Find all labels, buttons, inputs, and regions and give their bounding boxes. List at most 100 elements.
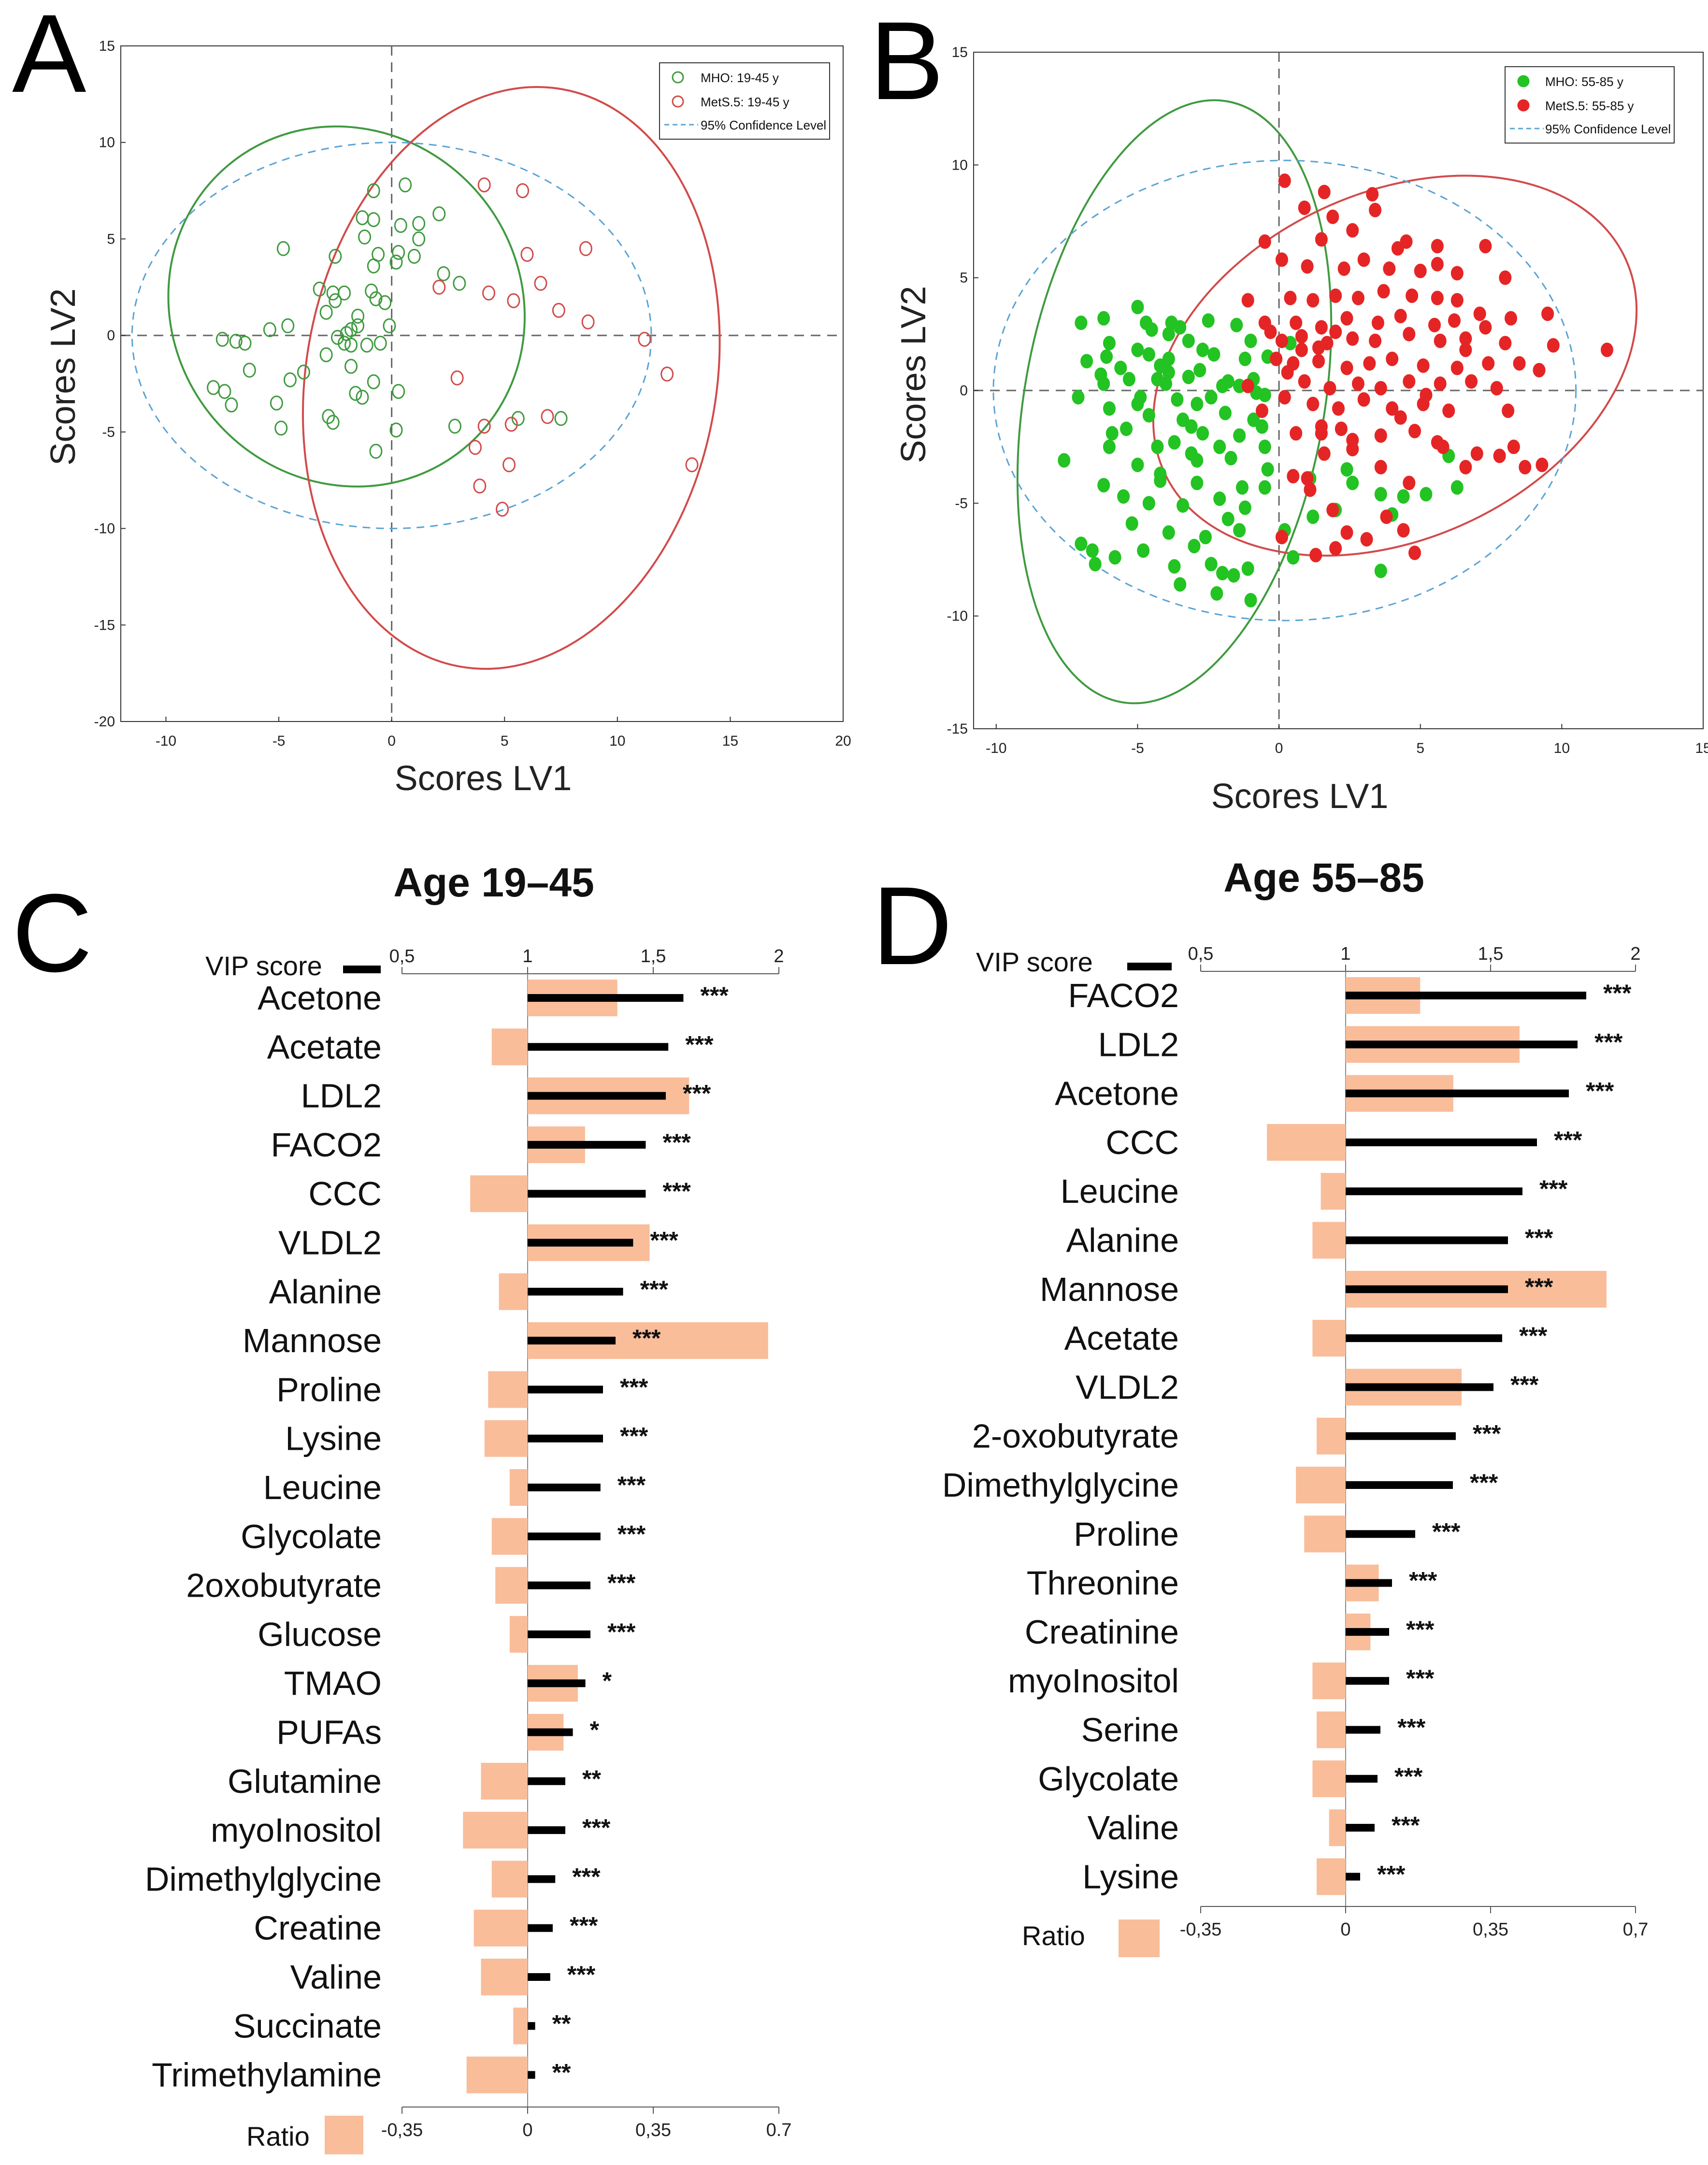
data-point — [1301, 471, 1314, 486]
significance-label: *** — [567, 1961, 596, 1988]
data-point — [1122, 372, 1135, 387]
data-point — [1258, 480, 1271, 495]
data-point — [1357, 252, 1370, 267]
panel-label-b: B — [870, 0, 944, 123]
legend-a: MHO: 19-45 y MetS.5: 19-45 y 95% Confide… — [659, 62, 830, 140]
data-point — [1224, 451, 1237, 465]
metabolite-label: myoInositol — [1008, 1662, 1179, 1700]
data-point — [338, 285, 351, 301]
metabolite-label: FACO2 — [271, 1126, 382, 1164]
scores-plot-b: -10 -5 0 5 10 15 -15 -10 -5 0 5 10 15 Scores LV1 Sco… — [894, 44, 1708, 816]
data-point — [215, 332, 229, 347]
data-point — [1309, 548, 1322, 563]
data-point — [1258, 388, 1271, 403]
data-point — [319, 347, 333, 362]
data-point — [365, 283, 378, 299]
data-point — [344, 359, 358, 374]
data-point — [534, 275, 547, 291]
data-point — [331, 330, 344, 345]
vip-tick-label: 1,5 — [641, 946, 666, 967]
data-point — [1117, 489, 1130, 504]
data-point — [552, 303, 565, 318]
data-point — [1244, 593, 1257, 607]
vip-bar — [1346, 1530, 1415, 1538]
vip-bar — [1346, 1138, 1537, 1146]
data-point — [383, 318, 396, 333]
data-point — [1417, 358, 1430, 373]
data-point — [1221, 512, 1234, 526]
metabolite-label: Proline — [276, 1371, 382, 1408]
ratio-tick-label: -0,35 — [381, 2120, 423, 2140]
confidence-ellipse — [992, 159, 1577, 621]
data-point — [1391, 241, 1404, 256]
y-tick-label: -5 — [955, 495, 968, 511]
data-point — [504, 417, 518, 432]
vip-bar — [1346, 1285, 1508, 1293]
data-point — [1351, 290, 1364, 305]
vip-bar — [1346, 1383, 1493, 1391]
data-point — [1255, 404, 1268, 418]
data-point — [1374, 563, 1387, 578]
data-point — [453, 275, 466, 291]
y-tick-label: 10 — [99, 135, 115, 151]
data-point — [1346, 223, 1359, 238]
data-point — [1103, 439, 1116, 454]
vip-bar — [1346, 1040, 1578, 1049]
data-point — [1306, 509, 1320, 524]
y-tick-label: 15 — [952, 44, 968, 60]
data-point — [344, 337, 358, 353]
data-point — [1436, 439, 1450, 454]
ratio-label-c: Ratio — [246, 2121, 310, 2151]
data-point — [1154, 473, 1167, 488]
vip-bar — [528, 1826, 565, 1834]
data-point — [685, 457, 699, 473]
x-tick-label: 0 — [1275, 740, 1283, 756]
metabolite-label: Leucine — [263, 1469, 382, 1506]
vip-bar — [528, 1287, 623, 1296]
data-point — [1406, 289, 1419, 303]
metabolite-label: Proline — [1074, 1515, 1179, 1553]
data-point — [412, 216, 426, 231]
data-point — [1275, 530, 1288, 545]
data-point — [520, 246, 534, 262]
vip-bar — [528, 1581, 590, 1589]
vip-bar — [1346, 1677, 1389, 1685]
metabolite-label: Glycolate — [241, 1517, 382, 1555]
data-point — [1097, 376, 1110, 391]
data-point — [1326, 503, 1339, 518]
ratio-bar — [1312, 1662, 1346, 1700]
data-point — [1442, 404, 1455, 418]
data-point — [338, 335, 351, 351]
data-point — [1162, 525, 1175, 540]
data-point — [1420, 388, 1433, 403]
data-point — [473, 478, 487, 494]
data-point — [1459, 343, 1472, 357]
data-point — [1329, 541, 1342, 556]
ratio-bar — [1312, 1320, 1346, 1357]
data-point — [1346, 442, 1359, 457]
significance-label: *** — [1594, 1028, 1623, 1055]
data-point — [1346, 331, 1359, 346]
vip-tick-label: 1 — [522, 946, 532, 967]
vip-bar — [528, 2022, 535, 2030]
significance-label: *** — [1394, 1763, 1423, 1790]
data-point — [1377, 284, 1390, 299]
data-point — [1159, 376, 1172, 391]
data-point — [1103, 336, 1116, 350]
significance-label: *** — [1473, 1420, 1501, 1447]
data-point — [1374, 487, 1387, 502]
significance-label: *** — [617, 1520, 646, 1547]
vip-bar — [528, 1190, 646, 1198]
data-point — [276, 241, 290, 256]
significance-label: *** — [683, 1080, 711, 1107]
data-point — [1431, 290, 1444, 305]
data-point — [1191, 397, 1204, 411]
significance-label: *** — [1409, 1567, 1437, 1594]
ratio-tick-label: -0,35 — [1180, 1920, 1222, 1940]
data-point — [1450, 480, 1464, 495]
vip-bar — [528, 1532, 601, 1541]
data-point — [1199, 530, 1212, 545]
metabolite-label: VLDL2 — [278, 1224, 382, 1262]
ratio-tick-label: 0 — [1340, 1920, 1350, 1940]
vip-bar — [1346, 1089, 1569, 1097]
